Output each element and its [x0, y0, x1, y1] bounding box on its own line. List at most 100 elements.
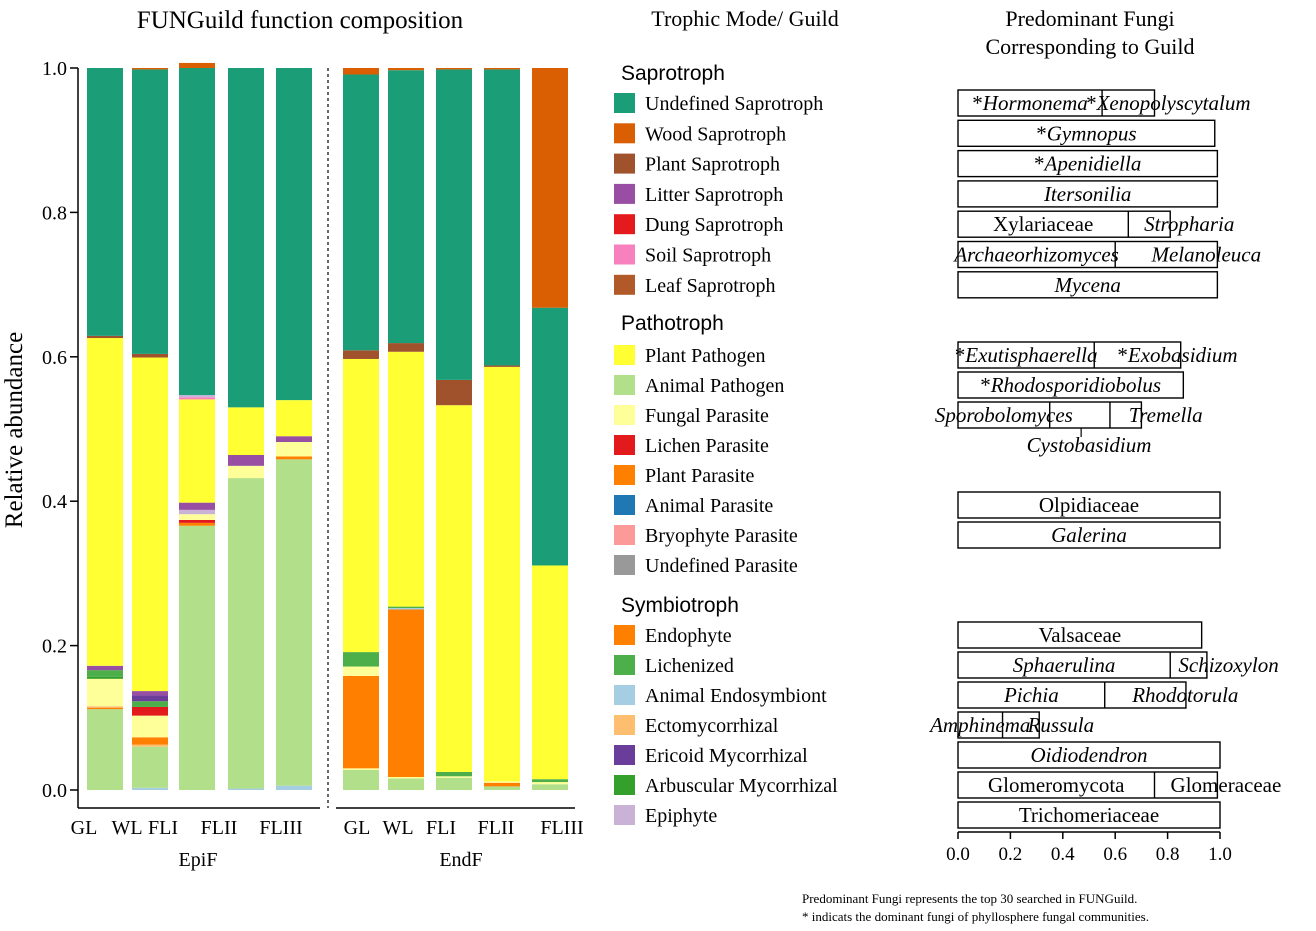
legend-label: Lichenized — [645, 655, 734, 677]
bar-segment-fungal-parasite — [484, 781, 520, 783]
bar-segment-fungal-parasite — [179, 514, 215, 520]
bar-epif-flii — [228, 68, 264, 790]
bar-segment-animal-pathogen — [87, 709, 123, 790]
fungi-panel-title-line1: Predominant Fungi — [1005, 6, 1174, 31]
fungi-name: Schizoxylon — [1178, 653, 1278, 677]
legend-group-pathotroph: Pathotroph — [621, 312, 724, 335]
bar-segment-animal-endosymbiont — [388, 608, 424, 610]
dominant-star: * — [1086, 91, 1097, 115]
fungi-name: Sporobolomyces — [935, 403, 1073, 427]
bar-segment-plant-parasite — [484, 782, 520, 787]
bar-segment-fungal-parasite — [132, 715, 168, 738]
fungi-box — [957, 711, 1040, 739]
fungi-label: Sporobolomyces — [935, 403, 1073, 427]
bar-segment-ericoid-mycorrhizal — [132, 695, 168, 702]
fungi-box — [957, 651, 1208, 679]
legend-swatch — [614, 123, 635, 144]
fungi-row: Glomeromycota Glomeraceae — [957, 771, 1282, 799]
legend-item: Plant Pathogen — [614, 345, 766, 367]
legend-label: Animal Parasite — [645, 495, 773, 517]
bar-segment-wood-saprotroph — [179, 62, 215, 68]
fungi-row: Galerina — [957, 521, 1221, 549]
x-tick-label: WL — [111, 817, 142, 839]
bar-segment-plant-saprotroph — [87, 335, 123, 339]
legend-item: Animal Endosymbiont — [614, 685, 827, 707]
bar-endf-flii — [484, 68, 520, 790]
y-tick-label: 0.2 — [42, 636, 67, 658]
bar-endf-fli — [436, 68, 472, 790]
fungi-name: Sphaerulina — [1013, 653, 1116, 677]
legend-swatch — [614, 375, 635, 395]
legend-label: Undefined Saprotroph — [645, 93, 823, 115]
legend-swatch — [614, 214, 635, 235]
x-tick-label: FLI — [426, 817, 456, 839]
bar-segment-undefined-saprotroph — [228, 68, 264, 408]
fungi-name: Xylariaceae — [993, 212, 1093, 236]
fungi-panel-title-line2: Corresponding to Guild — [986, 34, 1195, 59]
legend-label: Animal Endosymbiont — [645, 685, 827, 707]
bar-segment-lichen-parasite — [179, 519, 215, 523]
fungi-box — [957, 621, 1203, 649]
bar-segment-wood-saprotroph — [388, 68, 424, 71]
legend-swatch — [614, 525, 635, 545]
bar-segment-wood-saprotroph — [343, 68, 379, 75]
legend-label: Bryophyte Parasite — [645, 525, 798, 547]
legend-swatch — [614, 435, 635, 455]
legend-item: Undefined Parasite — [614, 555, 798, 577]
legend-item: Wood Saprotroph — [614, 123, 786, 145]
x-tick-label: FLIII — [259, 817, 302, 839]
x-axis: GL WL FLI FLII FLIII EpiF GL WL FLI FLII FLIII EndF — [71, 807, 584, 871]
legend-group-saprotroph: Saprotroph — [621, 62, 725, 85]
bar-segment-animal-endosymbiont — [228, 788, 264, 790]
legend: Saprotroph Undefined Saprotroph Wood Sapro… — [614, 62, 838, 827]
fungi-label: Trichomeriaceae — [1019, 803, 1159, 827]
legend-item: Undefined Saprotroph — [614, 93, 823, 115]
fungi-name: Rhodotorula — [1131, 683, 1238, 707]
legend-title: Trophic Mode/ Guild — [651, 6, 838, 31]
legend-item: Animal Pathogen — [614, 375, 784, 397]
bar-segment-plant-pathogen — [484, 366, 520, 782]
y-tick-label: 0.4 — [42, 491, 67, 513]
bar-segment-lichenized — [343, 652, 379, 667]
fungi-row: Valsaceae — [957, 621, 1203, 649]
fungi-label: Mycena — [1053, 273, 1120, 297]
legend-label: Ectomycorrhizal — [645, 715, 779, 737]
legend-item: Bryophyte Parasite — [614, 525, 798, 547]
footnote-line1: Predominant Fungi represents the top 30 … — [802, 891, 1137, 906]
fungi-axis-tick-label: 0.2 — [999, 844, 1023, 865]
dominant-star: * — [1117, 343, 1128, 367]
bar-segment-fungal-parasite — [228, 465, 264, 479]
fungi-row: Xylariaceae Stropharia — [957, 210, 1234, 238]
fungi-box — [957, 119, 1216, 148]
legend-swatch — [614, 655, 635, 675]
dominant-star: * — [972, 91, 983, 115]
fungi-label: Melanoleuca — [1150, 243, 1261, 267]
bar-epif-fli — [179, 62, 215, 790]
legend-item: Plant Parasite — [614, 465, 755, 487]
fungi-row: Archaeorhizomyces Melanoleuca — [952, 240, 1261, 269]
legend-swatch — [614, 555, 635, 575]
legend-swatch — [614, 625, 635, 645]
fungi-axis-tick-label: 0.8 — [1156, 844, 1180, 865]
fungi-box — [957, 240, 1219, 269]
fungi-box — [957, 89, 1156, 117]
x-tick-label: WL — [382, 817, 413, 839]
fungi-label: *Exutisphaerella — [955, 343, 1098, 367]
fungi-name: Exutisphaerella — [964, 343, 1097, 367]
dominant-star: * — [955, 343, 966, 367]
fungi-name: Cystobasidium — [1027, 433, 1152, 457]
group-label-endf: EndF — [439, 849, 482, 871]
legend-item: Animal Parasite — [614, 495, 773, 517]
legend-swatch — [614, 805, 635, 825]
fungi-name: Tremella — [1129, 403, 1203, 427]
bar-segment-soil-saprotroph — [179, 397, 215, 400]
fungi-label: Glomeraceae — [1171, 773, 1282, 797]
bar-segment-animal-pathogen — [276, 459, 312, 786]
fungi-name: Gymnopus — [1047, 121, 1137, 145]
bar-segment-animal-pathogen — [228, 478, 264, 789]
fungi-label: *Exobasidium — [1117, 343, 1237, 367]
legend-swatch — [614, 244, 635, 265]
fungi-row: Olpidiaceae — [957, 491, 1221, 519]
